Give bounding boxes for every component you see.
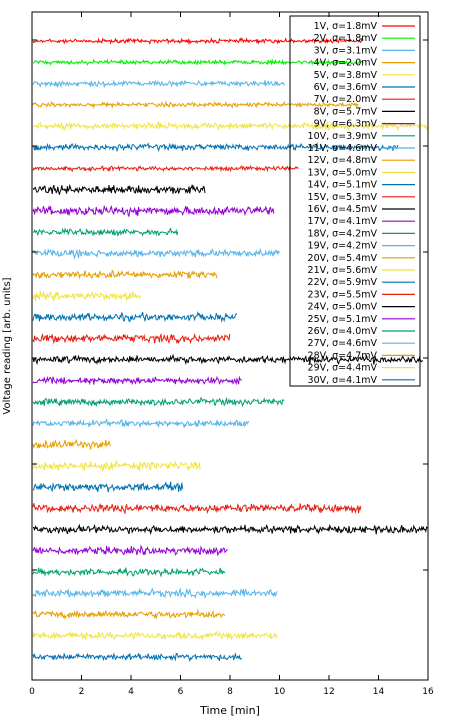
series-trace [32,396,285,408]
legend-label: 17V, σ=4.1mV [308,216,378,227]
legend-label: 24V, σ=5.0mV [308,302,378,313]
x-tick-label: 2 [79,687,85,697]
legend-label: 20V, σ=5.4mV [308,253,378,264]
x-tick-label: 4 [128,687,134,697]
series-trace [32,608,226,620]
legend-label: 22V, σ=5.9mV [308,277,378,288]
series-trace [32,567,226,578]
legend-label: 19V, σ=4.2mV [308,241,378,252]
legend-label: 9V, σ=6.3mV [314,119,378,130]
series-trace [32,164,299,173]
legend-label: 13V, σ=5.0mV [308,167,378,178]
legend-label: 5V, σ=3.8mV [314,70,378,81]
series-trace [33,523,428,535]
legend-label: 10V, σ=3.9mV [308,131,378,142]
series-trace [32,79,285,89]
series-trace [32,100,359,110]
series-trace [32,481,184,493]
legend-label: 8V, σ=5.7mV [314,106,378,117]
legend-label: 12V, σ=4.8mV [308,155,378,166]
legend-label: 14V, σ=5.1mV [308,180,378,191]
axis-ticks: 0 2 4 6 8 10 12 14 16 [29,12,434,697]
series-trace [32,438,112,450]
legend-label: 25V, σ=5.1mV [308,314,378,325]
series-trace [32,652,243,663]
legend-label: 2V, σ=1.8mV [314,33,378,44]
series-trace [32,375,243,386]
series-trace [32,142,399,153]
series-trace [32,587,278,599]
series-trace [32,310,238,323]
series-trace [32,630,278,642]
legend-label: 29V, σ=4.4mV [308,363,378,374]
series-trace [32,183,206,195]
legend-box [289,15,421,387]
x-tick-label: 16 [422,687,434,697]
series-traces [32,36,428,663]
legend-label: 6V, σ=3.6mV [314,82,378,93]
series-trace [32,418,250,429]
x-tick-label: 8 [227,687,233,697]
y-axis-label: Voltage reading [arb. units] [2,277,13,414]
legend-label: 27V, σ=4.6mV [308,338,378,349]
series-trace [32,120,428,132]
legend-label: 3V, σ=3.1mV [314,45,378,56]
x-tick-label: 0 [29,687,35,697]
series-trace [32,36,364,46]
x-tick-label: 12 [323,687,334,697]
legend-label: 28V, σ=4.7mV [308,350,378,361]
series-trace [32,353,424,366]
x-tick-label: 10 [274,687,286,697]
legend-label: 30V, σ=4.1mV [308,375,378,386]
series-trace [32,204,275,218]
series-trace [32,544,228,557]
series-trace [32,290,141,302]
series-trace [32,58,364,66]
legend-label: 15V, σ=5.3mV [308,192,378,203]
legend-label: 16V, σ=4.5mV [308,204,378,215]
x-tick-label: 6 [178,687,184,697]
legend-label: 4V, σ=2.0mV [314,58,378,69]
series-trace [32,502,362,515]
legend-label: 11V, σ=4.6mV [308,143,378,154]
legend-label: 21V, σ=5.6mV [308,265,378,276]
series-trace [32,332,231,345]
series-trace [32,460,201,472]
legend-label: 1V, σ=1.8mV [314,21,378,32]
legend-label: 23V, σ=5.5mV [308,289,378,300]
legend-label: 7V, σ=2.0mV [314,94,378,105]
series-trace [32,247,280,260]
legend-label: 26V, σ=4.0mV [308,326,378,337]
legend-label: 18V, σ=4.2mV [308,228,378,239]
x-axis-label: Time [min] [199,704,260,717]
series-trace [32,269,218,280]
series-trace [32,227,179,237]
x-tick-label: 14 [373,687,385,697]
